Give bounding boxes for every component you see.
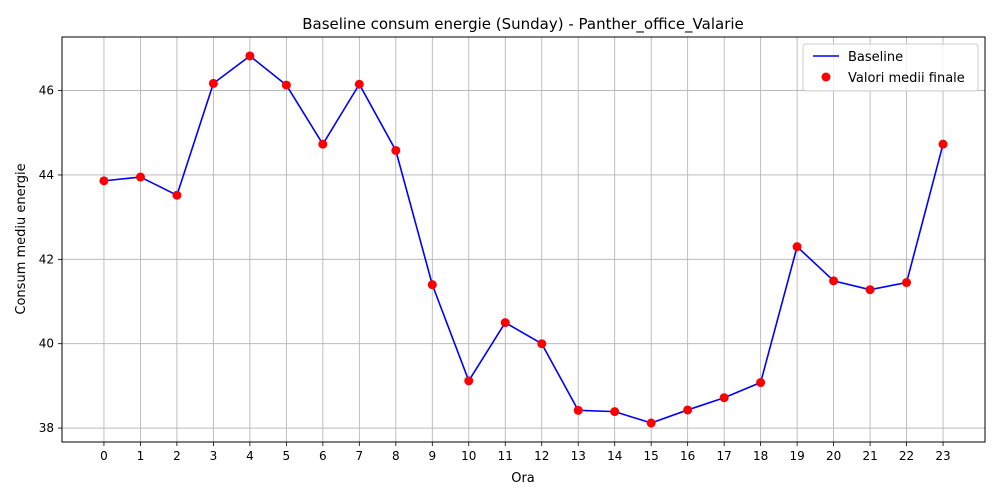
y-tick-label: 40 [39, 337, 54, 351]
x-tick-label: 1 [137, 449, 145, 463]
scatter-point [172, 190, 182, 200]
x-tick-label: 21 [862, 449, 877, 463]
x-tick-label: 9 [428, 449, 436, 463]
x-tick-label: 18 [753, 449, 768, 463]
x-tick-label: 2 [173, 449, 181, 463]
x-tick-label: 8 [392, 449, 400, 463]
scatter-point [573, 405, 583, 415]
scatter-point [500, 318, 510, 328]
scatter-point [792, 242, 802, 252]
x-tick-label: 16 [680, 449, 695, 463]
scatter-point [683, 405, 693, 415]
x-tick-label: 7 [356, 449, 364, 463]
x-tick-label: 4 [246, 449, 254, 463]
x-tick-label: 11 [498, 449, 513, 463]
scatter-point [135, 172, 145, 182]
y-axis-label: Consum mediu energie [14, 163, 29, 314]
x-tick-label: 6 [319, 449, 327, 463]
scatter-point [865, 285, 875, 295]
series-line-baseline [103, 55, 944, 424]
x-tick-label: 12 [534, 449, 549, 463]
scatter-point [427, 280, 437, 290]
x-tick-label: 17 [717, 449, 732, 463]
legend-label-valori: Valori medii finale [848, 71, 965, 86]
y-tick-label: 42 [39, 252, 54, 266]
x-tick-label: 20 [826, 449, 841, 463]
y-tick-label: 38 [39, 421, 54, 435]
x-tick-label: 13 [571, 449, 586, 463]
legend-box [802, 43, 979, 92]
scatter-point [464, 376, 474, 386]
y-axis: 38 40 42 44 46 [39, 84, 62, 435]
scatter-point [829, 276, 839, 286]
scatter-point [719, 393, 729, 403]
legend-scatter-swatch [821, 72, 831, 82]
x-tick-label: 19 [789, 449, 804, 463]
x-tick-label: 3 [210, 449, 218, 463]
y-tick-label: 46 [39, 84, 54, 98]
scatter-point [208, 78, 218, 88]
scatter-point [537, 339, 547, 349]
plot-area [99, 51, 948, 428]
grid [62, 37, 985, 442]
scatter-point [318, 139, 328, 149]
scatter-point [902, 278, 912, 288]
scatter-point [99, 176, 109, 186]
scatter-point [391, 145, 401, 155]
scatter-point [610, 407, 620, 417]
scatter-point [281, 80, 291, 90]
chart-title: Baseline consum energie (Sunday) - Panth… [302, 15, 744, 34]
plot-frame [61, 36, 986, 443]
legend: Baseline Valori medii finale [802, 43, 979, 92]
scatter-point [245, 51, 255, 61]
scatter-point [938, 139, 948, 149]
x-tick-label: 15 [644, 449, 659, 463]
scatter-point [646, 418, 656, 428]
x-tick-label: 0 [100, 449, 108, 463]
x-axis: 0 1 2 3 4 5 6 7 8 9 10 11 12 13 14 15 16 17 18 19 20 21 22 23 [100, 442, 951, 463]
x-tick-label: 5 [283, 449, 291, 463]
x-tick-label: 22 [899, 449, 914, 463]
legend-label-baseline: Baseline [848, 50, 903, 65]
x-tick-label: 10 [461, 449, 476, 463]
x-axis-label: Ora [511, 471, 535, 486]
scatter-point [756, 378, 766, 388]
x-tick-label: 23 [935, 449, 950, 463]
x-tick-label: 14 [607, 449, 622, 463]
y-tick-label: 44 [39, 168, 54, 182]
scatter-point [354, 79, 364, 89]
